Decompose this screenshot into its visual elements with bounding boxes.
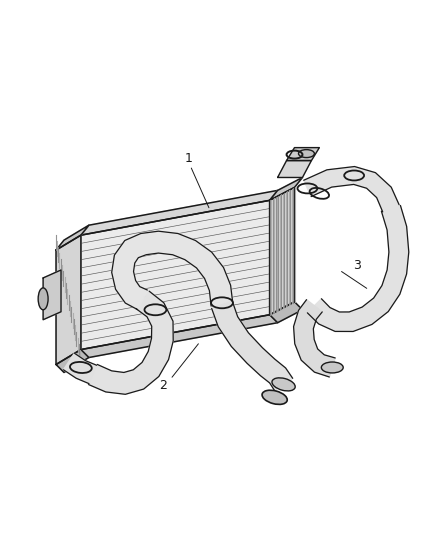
Polygon shape — [64, 353, 97, 384]
Text: 1: 1 — [184, 152, 192, 165]
Polygon shape — [270, 302, 303, 322]
Polygon shape — [270, 177, 303, 200]
Ellipse shape — [298, 150, 314, 158]
Polygon shape — [56, 235, 81, 365]
Polygon shape — [56, 225, 89, 250]
Ellipse shape — [262, 390, 287, 405]
Polygon shape — [81, 200, 270, 350]
Polygon shape — [43, 270, 61, 320]
Polygon shape — [307, 205, 409, 332]
Polygon shape — [212, 301, 293, 391]
Ellipse shape — [38, 288, 48, 310]
Text: 2: 2 — [159, 379, 167, 392]
Polygon shape — [81, 190, 278, 235]
Ellipse shape — [321, 362, 343, 373]
Polygon shape — [112, 231, 233, 310]
Polygon shape — [293, 300, 335, 377]
Polygon shape — [270, 188, 294, 315]
Polygon shape — [304, 166, 399, 212]
Polygon shape — [278, 160, 311, 177]
Polygon shape — [88, 291, 173, 394]
Ellipse shape — [272, 378, 295, 391]
Polygon shape — [286, 148, 319, 160]
Polygon shape — [81, 315, 278, 358]
Text: 3: 3 — [353, 259, 361, 271]
Polygon shape — [56, 350, 89, 373]
